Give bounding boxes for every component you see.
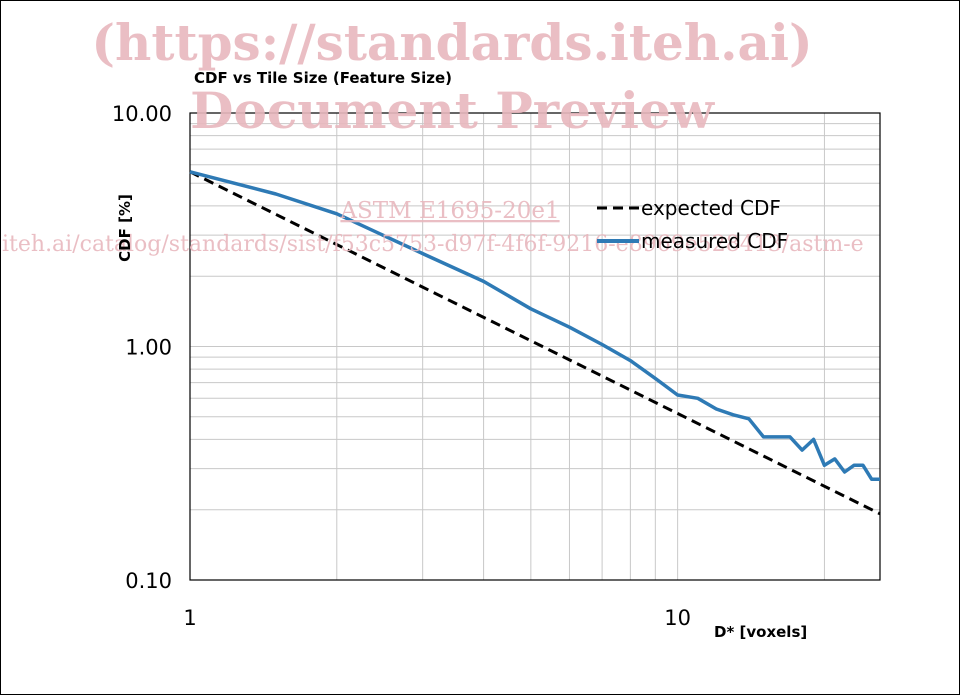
watermark-line-4: iteh.ai/catalog/standards/sist/f53c5753-… [2,232,864,257]
series-expected-cdf [189,170,881,516]
y-tick-label: 1.00 [125,336,172,360]
chart-title: CDF vs Tile Size (Feature Size) [194,69,452,87]
plot-area [189,112,881,581]
series-layer [189,170,881,516]
tick-labels: 1 10 0.10 1.00 10.00 [112,102,691,630]
watermark: (https://standards.iteh.ai) Document Pre… [2,13,864,257]
watermark-line-1: (https://standards.iteh.ai) [91,13,812,72]
watermark-line-2: Document Preview [190,81,716,140]
y-axis-label: CDF [%] [116,194,134,262]
grid [189,113,880,580]
series-measured-cdf [189,170,880,482]
legend: expected CDF measured CDF [597,196,788,253]
legend-entry-expected: expected CDF [641,196,781,220]
x-axis-label: D* [voxels] [714,623,807,641]
legend-entry-measured: measured CDF [641,229,788,253]
x-tick-label: 1 [183,606,196,630]
x-tick-label: 10 [664,606,691,630]
y-tick-label: 10.00 [112,102,172,126]
y-tick-label: 0.10 [125,569,172,593]
watermark-line-3: ASTM E1695-20e1 [339,198,559,224]
